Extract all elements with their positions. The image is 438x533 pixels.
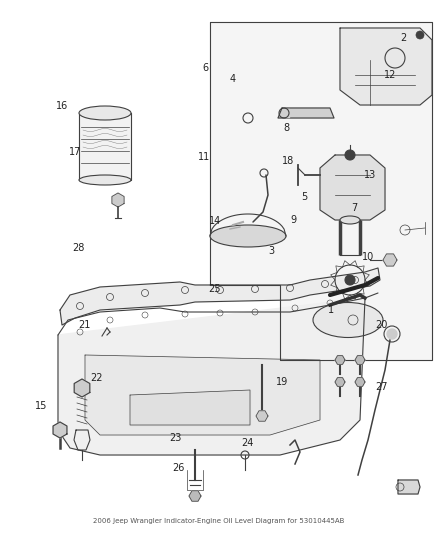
Circle shape <box>345 150 355 160</box>
Polygon shape <box>79 113 131 180</box>
Ellipse shape <box>313 303 383 337</box>
Polygon shape <box>256 411 268 421</box>
Text: 13: 13 <box>364 170 376 180</box>
Polygon shape <box>383 254 397 266</box>
Text: 24: 24 <box>241 439 254 448</box>
Polygon shape <box>189 491 201 501</box>
Polygon shape <box>278 108 334 118</box>
Text: 26: 26 <box>173 463 185 473</box>
Polygon shape <box>210 22 432 360</box>
Text: 5: 5 <box>301 192 307 202</box>
Text: 12: 12 <box>384 70 396 79</box>
Text: 10: 10 <box>362 252 374 262</box>
Polygon shape <box>58 298 365 455</box>
Polygon shape <box>130 390 250 425</box>
Ellipse shape <box>79 175 131 185</box>
Text: 28: 28 <box>72 243 84 253</box>
Text: 2: 2 <box>400 34 406 43</box>
Text: 8: 8 <box>284 123 290 133</box>
Text: 6: 6 <box>203 63 209 73</box>
Text: 23: 23 <box>169 433 181 443</box>
Text: 17: 17 <box>69 147 81 157</box>
Text: 16: 16 <box>56 101 68 110</box>
Text: 1: 1 <box>328 305 334 315</box>
Polygon shape <box>53 422 67 438</box>
Text: 18: 18 <box>282 156 294 166</box>
Polygon shape <box>112 193 124 207</box>
Text: 25: 25 <box>208 285 221 294</box>
Polygon shape <box>335 356 345 365</box>
Text: 21: 21 <box>78 320 90 330</box>
Polygon shape <box>74 430 90 450</box>
Text: 4: 4 <box>229 74 235 84</box>
Polygon shape <box>340 28 432 105</box>
Ellipse shape <box>79 106 131 120</box>
Polygon shape <box>335 378 345 386</box>
Text: 11: 11 <box>198 152 210 162</box>
Polygon shape <box>355 378 365 386</box>
Text: 9: 9 <box>290 215 297 224</box>
Polygon shape <box>398 480 420 494</box>
Circle shape <box>416 31 424 39</box>
Polygon shape <box>74 379 90 397</box>
Polygon shape <box>355 356 365 365</box>
Polygon shape <box>60 268 380 325</box>
Text: 15: 15 <box>35 401 48 411</box>
Polygon shape <box>85 355 320 435</box>
Text: 22: 22 <box>90 374 102 383</box>
Text: 27: 27 <box>375 382 387 392</box>
Text: 14: 14 <box>208 216 221 226</box>
Ellipse shape <box>210 225 286 247</box>
Ellipse shape <box>340 216 360 224</box>
Text: 3: 3 <box>268 246 275 255</box>
Text: 2006 Jeep Wrangler Indicator-Engine Oil Level Diagram for 53010445AB: 2006 Jeep Wrangler Indicator-Engine Oil … <box>93 518 345 524</box>
Polygon shape <box>387 329 397 339</box>
Text: 7: 7 <box>352 203 358 213</box>
Circle shape <box>345 275 355 285</box>
Text: 20: 20 <box>375 320 387 330</box>
Text: 19: 19 <box>276 377 288 386</box>
Polygon shape <box>320 155 385 220</box>
